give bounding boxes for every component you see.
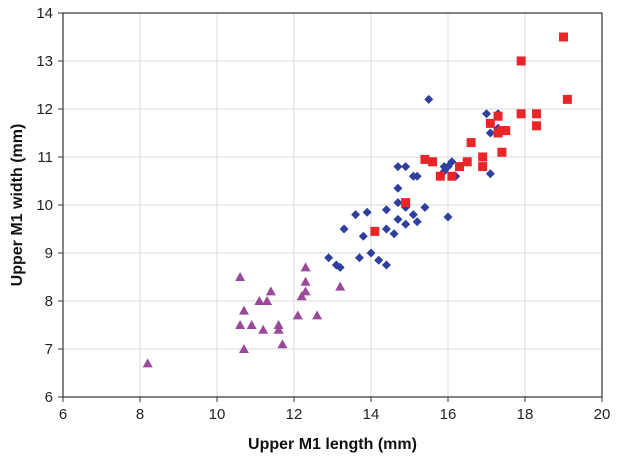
triangle-point bbox=[254, 296, 265, 305]
square-point bbox=[562, 94, 572, 104]
x-tick-label: 10 bbox=[209, 406, 226, 423]
y-tick-label: 7 bbox=[45, 341, 53, 358]
square-point bbox=[478, 152, 488, 162]
triangle-point bbox=[238, 305, 249, 315]
square-point bbox=[370, 226, 380, 236]
diamond-point bbox=[412, 171, 422, 181]
diamond-point bbox=[362, 207, 372, 217]
diamond-point bbox=[324, 253, 334, 263]
diamond-point bbox=[393, 214, 403, 224]
triangle-point bbox=[273, 320, 284, 329]
x-tick-label: 18 bbox=[517, 406, 534, 423]
y-tick-label: 12 bbox=[36, 101, 53, 118]
y-tick-label: 6 bbox=[45, 389, 53, 406]
diamond-point bbox=[393, 162, 403, 172]
triangle-point bbox=[300, 262, 311, 272]
diamond-point bbox=[401, 219, 411, 229]
diamond-point bbox=[351, 210, 361, 220]
triangle-point bbox=[312, 310, 323, 320]
y-tick-label: 13 bbox=[36, 53, 53, 70]
diamond-point bbox=[389, 229, 399, 239]
square-point bbox=[462, 157, 472, 167]
triangle-point bbox=[300, 276, 311, 286]
diamond-point bbox=[393, 183, 403, 193]
square-point bbox=[493, 111, 503, 121]
square-point bbox=[455, 162, 465, 172]
diamond-point bbox=[381, 205, 391, 215]
grid bbox=[62, 12, 603, 398]
square-point bbox=[447, 171, 457, 181]
triangle-point bbox=[246, 320, 257, 329]
diamond-point bbox=[447, 157, 457, 167]
diamond-point bbox=[420, 202, 430, 212]
diamond-point bbox=[485, 169, 495, 179]
square-point bbox=[428, 157, 438, 167]
triangle-point bbox=[292, 310, 303, 320]
triangle-point bbox=[265, 286, 276, 296]
x-tick-label: 8 bbox=[136, 406, 144, 423]
y-axis-label: Upper M1 width (mm) bbox=[9, 124, 26, 287]
diamond-point bbox=[381, 260, 391, 270]
data-points bbox=[142, 32, 572, 368]
x-tick-label: 16 bbox=[440, 406, 457, 423]
square-point bbox=[478, 162, 488, 172]
triangle-point bbox=[258, 324, 269, 334]
triangle-point bbox=[300, 286, 311, 296]
diamond-point bbox=[443, 212, 453, 222]
square-point bbox=[532, 109, 542, 119]
x-tick-label: 14 bbox=[363, 406, 380, 423]
triangle-point bbox=[296, 291, 307, 301]
diamond-point bbox=[482, 109, 491, 119]
diamond-point bbox=[381, 224, 391, 234]
square-point bbox=[420, 154, 430, 164]
triangle-point bbox=[277, 339, 288, 349]
tick-labels: 6 8 10 12 14 16 18 20 6 7 8 9 10 11 12 13 14 bbox=[36, 5, 610, 423]
x-axis-label: Upper M1 length (mm) bbox=[248, 436, 417, 453]
y-tick-label: 11 bbox=[37, 149, 53, 166]
square-point bbox=[516, 56, 526, 66]
square-point bbox=[401, 198, 411, 208]
x-tick-label: 6 bbox=[59, 406, 67, 423]
diamond-point bbox=[485, 128, 495, 138]
diamond-point bbox=[335, 262, 345, 272]
square-point bbox=[497, 147, 507, 157]
square-point bbox=[532, 121, 542, 131]
x-tick-label: 12 bbox=[286, 406, 303, 423]
diamond-point bbox=[339, 224, 349, 234]
diamond-point bbox=[393, 198, 403, 208]
y-tick-label: 14 bbox=[36, 5, 53, 22]
square-point bbox=[466, 138, 476, 148]
y-tick-label: 10 bbox=[36, 197, 53, 214]
square-point bbox=[501, 126, 511, 136]
triangle-point bbox=[335, 281, 346, 291]
y-tick-label: 9 bbox=[45, 245, 53, 262]
triangle-point bbox=[142, 358, 153, 368]
triangle-point bbox=[273, 324, 284, 334]
triangle-point bbox=[238, 344, 249, 353]
diamond-point bbox=[424, 94, 434, 104]
square-point bbox=[485, 118, 495, 128]
triangle-point bbox=[235, 320, 246, 329]
square-point bbox=[559, 32, 568, 42]
diamond-point bbox=[354, 253, 364, 263]
y-tick-label: 8 bbox=[45, 293, 53, 310]
diamond-point bbox=[401, 162, 411, 172]
diamond-point bbox=[412, 217, 422, 227]
square-point bbox=[435, 171, 445, 181]
diamond-point bbox=[366, 248, 376, 258]
triangle-point bbox=[262, 296, 273, 305]
square-point bbox=[516, 109, 526, 119]
diamond-point bbox=[374, 255, 384, 265]
diamond-point bbox=[408, 210, 418, 220]
triangle-point bbox=[235, 272, 246, 281]
x-tick-label: 20 bbox=[594, 406, 611, 423]
diamond-point bbox=[358, 231, 368, 241]
